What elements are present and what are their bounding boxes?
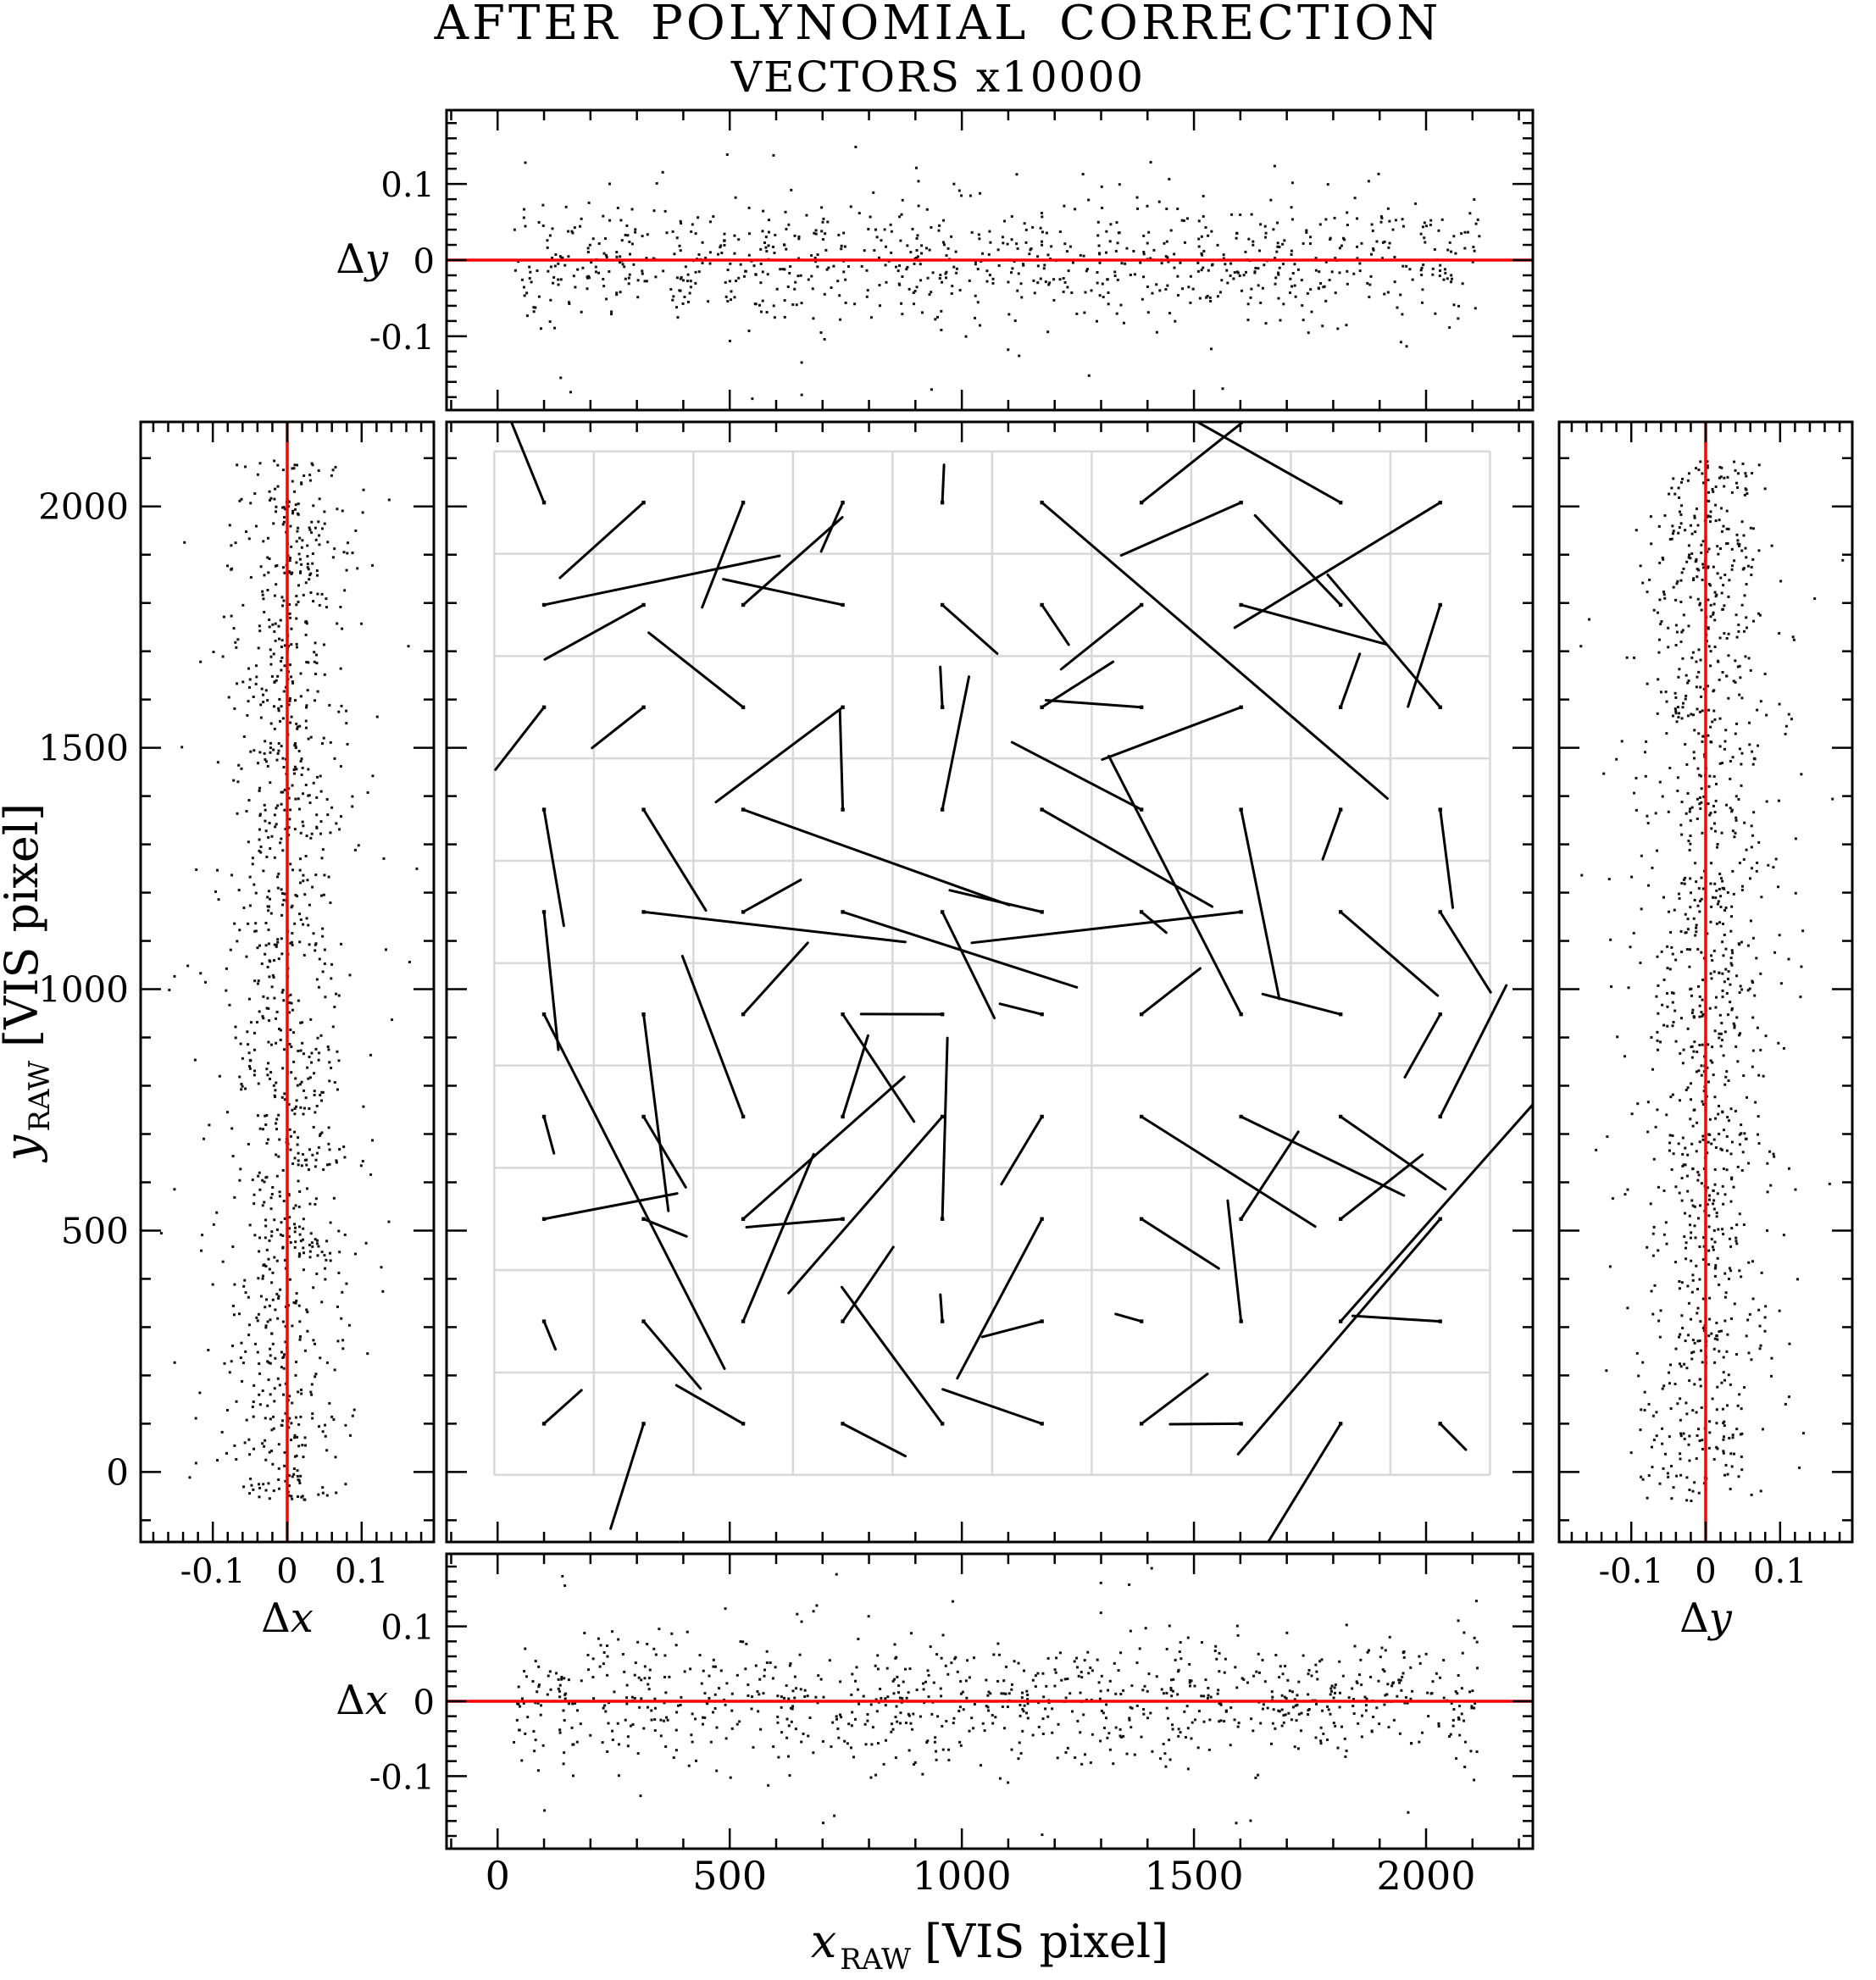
panel-top: 0.1 0 -0.1 [369,108,1535,412]
top-residual-panel-points [513,145,1481,401]
svg-text:0.1: 0.1 [380,1609,435,1648]
bottom-scatter-points: 0.1 0 -0.1 0 500 1000 1500 2000 [369,1554,1533,1899]
svg-text:2000: 2000 [38,486,129,528]
bottom-panel-ylabel: Δx [336,1677,388,1724]
svg-text:0: 0 [486,1853,510,1899]
svg-text:-0.1: -0.1 [369,1758,435,1797]
left-scatter-points: 0 500 1000 1500 2000 -0.1 0 0.1 [38,422,434,1591]
main-ylabel: yRAW[VIS pixel] [0,803,57,1162]
svg-text:0.1: 0.1 [380,166,435,205]
svg-text:500: 500 [61,1210,129,1251]
svg-text:500: 500 [692,1853,767,1899]
top-scatter-points: 0.1 0 -0.1 [369,110,1533,410]
left-panel-xlabel: Δx [261,1595,314,1642]
panel-main [445,420,1535,1544]
svg-text:1000: 1000 [913,1853,1012,1899]
bottom-panel-frame [445,1552,1535,1850]
right-residual-panel-points [1579,460,1845,1503]
svg-text:0: 0 [413,1683,435,1722]
right-scatter-points: -0.1 0 0.1 [1559,422,1852,1591]
top-panel-frame [445,108,1535,412]
panel-right: -0.1 0 0.1 [1557,420,1854,1591]
distortion-vectors [494,422,1533,1542]
svg-text:1500: 1500 [38,728,129,769]
left-panel-frame [139,420,436,1544]
main-panel-frame [445,420,1535,1544]
svg-text:0.1: 0.1 [1753,1552,1807,1591]
svg-text:1500: 1500 [1145,1853,1244,1899]
main-vector-field [447,422,1533,1542]
svg-text:-0.1: -0.1 [369,319,435,358]
figure-title: AFTER POLYNOMIAL CORRECTION [434,0,1442,51]
svg-text:0.1: 0.1 [335,1552,389,1591]
left-residual-panel-points [159,459,419,1501]
svg-text:0: 0 [276,1552,297,1591]
svg-text:2000: 2000 [1376,1853,1475,1899]
panel-left: 0 500 1000 1500 2000 -0.1 0 0.1 [38,420,436,1591]
figure-subtitle: VECTORS x10000 [730,53,1145,102]
right-panel-xlabel: Δy [1679,1595,1733,1642]
main-xlabel: x RAW [VIS pixel] [811,1915,1168,1977]
svg-text:1000: 1000 [38,969,129,1011]
panel-bottom: 0.1 0 -0.1 0 500 1000 1500 2000 [369,1552,1535,1899]
svg-text:0: 0 [413,242,435,281]
svg-text:-0.1: -0.1 [180,1552,246,1591]
main-gray-grid [493,450,1491,1477]
svg-text:0: 0 [106,1451,129,1493]
top-panel-ylabel: Δy [336,236,389,283]
svg-text:0: 0 [1695,1552,1716,1591]
right-panel-frame [1557,420,1854,1544]
svg-text:-0.1: -0.1 [1599,1552,1664,1591]
